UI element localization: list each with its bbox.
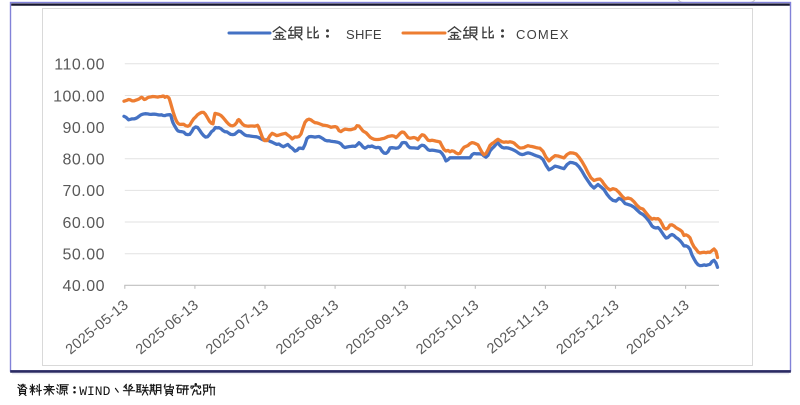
svg-text:50.00: 50.00 xyxy=(62,247,105,264)
svg-text:SHFE: SHFE xyxy=(346,27,382,42)
svg-text:110.00: 110.00 xyxy=(54,57,105,74)
svg-text:70.00: 70.00 xyxy=(62,183,105,200)
svg-text:COMEX: COMEX xyxy=(516,27,570,42)
svg-text:90.00: 90.00 xyxy=(62,120,105,137)
svg-text:80.00: 80.00 xyxy=(62,152,105,169)
svg-text:WIND: WIND xyxy=(79,384,110,399)
svg-text:40.00: 40.00 xyxy=(62,278,105,295)
svg-text:100.00: 100.00 xyxy=(53,88,105,105)
svg-text:60.00: 60.00 xyxy=(62,215,105,232)
